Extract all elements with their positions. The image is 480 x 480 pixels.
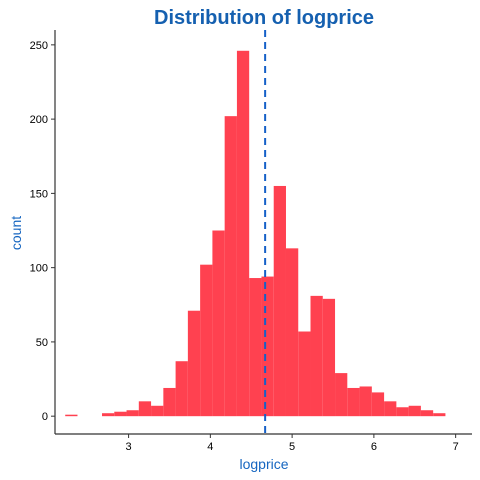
histogram-bar xyxy=(65,414,78,417)
histogram-bar xyxy=(126,410,139,417)
histogram-bar xyxy=(408,405,421,417)
x-tick-label: 6 xyxy=(371,441,377,453)
y-axis-title: count xyxy=(8,216,24,250)
histogram-bar xyxy=(236,50,250,417)
histogram-bar xyxy=(396,407,409,417)
y-tick-label: 200 xyxy=(30,114,48,126)
y-tick-label: 100 xyxy=(30,263,48,275)
histogram-bar xyxy=(310,295,323,417)
histogram-bar xyxy=(273,185,286,417)
histogram-bar xyxy=(224,116,237,417)
histogram-bar xyxy=(102,413,115,417)
histogram-bar xyxy=(200,264,213,417)
x-axis-title: logprice xyxy=(239,456,288,472)
chart-title: Distribution of logprice xyxy=(154,7,374,29)
axes-group xyxy=(54,30,472,435)
x-ticks-group: 3 4 5 6 7 xyxy=(126,434,459,453)
x-tick-label: 4 xyxy=(207,441,213,453)
histogram-bar xyxy=(335,373,348,417)
histogram-bar xyxy=(163,387,176,417)
y-tick-label: 50 xyxy=(36,337,48,349)
histogram-bar xyxy=(249,278,262,417)
y-ticks-group: 0 50 100 150 200 250 xyxy=(30,40,55,423)
y-tick-label: 0 xyxy=(42,411,48,423)
y-tick-label: 150 xyxy=(30,188,48,200)
histogram-bar xyxy=(114,411,127,417)
histogram-bar xyxy=(322,298,336,417)
bars-group xyxy=(65,50,446,417)
x-tick-label: 3 xyxy=(126,441,132,453)
histogram-bar xyxy=(285,248,299,417)
histogram-bar xyxy=(212,230,225,417)
histogram-bar xyxy=(187,310,201,417)
histogram-bar xyxy=(347,387,360,417)
histogram-bar xyxy=(175,361,188,417)
histogram-bar xyxy=(384,401,397,417)
histogram-bar xyxy=(138,401,152,417)
histogram-bar xyxy=(359,386,372,417)
y-tick-label: 250 xyxy=(30,40,48,52)
histogram-bar xyxy=(261,276,274,417)
histogram-bar xyxy=(371,392,385,417)
histogram-bar xyxy=(151,405,164,417)
histogram-bar xyxy=(298,331,311,417)
histogram-bar xyxy=(433,413,446,417)
histogram-bar xyxy=(420,410,434,417)
x-tick-label: 5 xyxy=(289,441,295,453)
x-tick-label: 7 xyxy=(453,441,459,453)
